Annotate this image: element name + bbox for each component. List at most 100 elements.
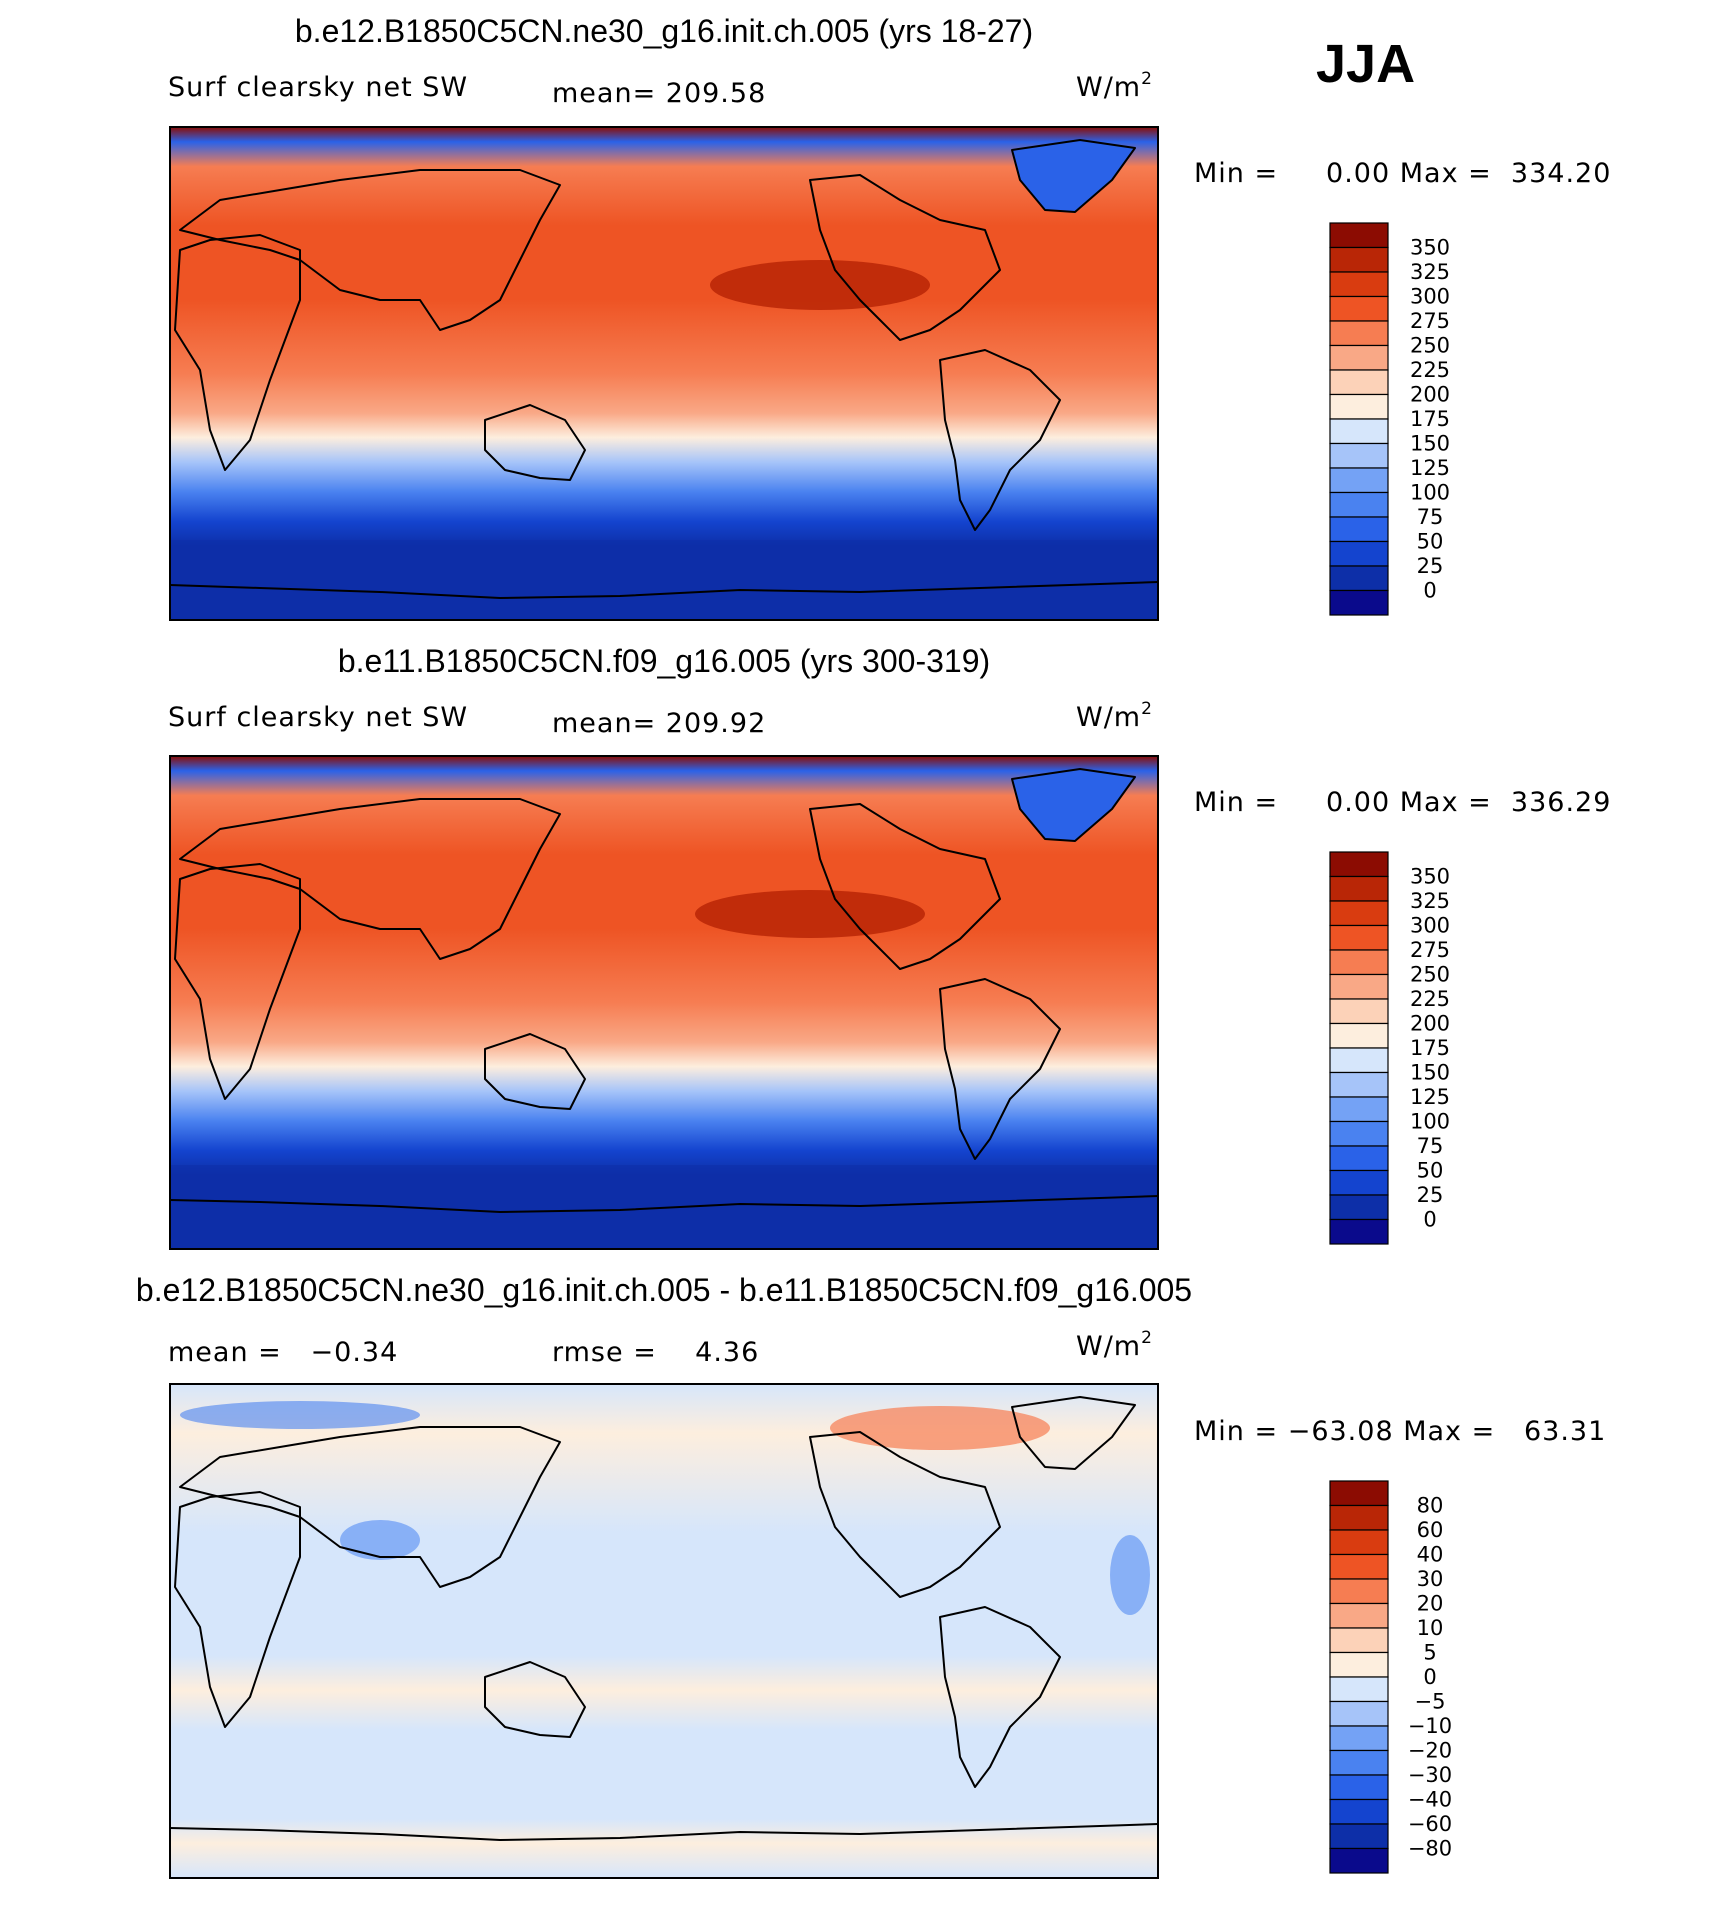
colorbar-box bbox=[1329, 1847, 1389, 1874]
colorbar-box bbox=[1329, 973, 1389, 1000]
colorbar-tick-label: −20 bbox=[1408, 1739, 1452, 1763]
colorbar-tick-label: 300 bbox=[1410, 285, 1450, 309]
panel-3-minmax: Min = −63.08 Max = 63.31 bbox=[1194, 1416, 1606, 1447]
colorbar-box bbox=[1329, 1823, 1389, 1850]
colorbar-tick-label: −10 bbox=[1408, 1714, 1452, 1738]
colorbar-tick-label: 275 bbox=[1410, 309, 1450, 333]
panel-1-max-region bbox=[710, 260, 930, 310]
colorbar-box bbox=[1329, 1145, 1389, 1172]
panel-1-antarctic bbox=[170, 540, 1158, 620]
colorbar-tick-label: 175 bbox=[1410, 1036, 1450, 1060]
colorbar-tick-label: −60 bbox=[1408, 1812, 1452, 1836]
panel-3: b.e12.B1850C5CN.ne30_g16.init.ch.005 - b… bbox=[136, 1272, 1606, 1879]
panel-2-units: W/m2 bbox=[1076, 699, 1153, 733]
colorbar-box bbox=[1329, 589, 1389, 616]
panel-3-field bbox=[170, 1384, 1158, 1878]
colorbar-tick-label: 175 bbox=[1410, 407, 1450, 431]
colorbar-tick-label: −30 bbox=[1408, 1763, 1452, 1787]
colorbar-box bbox=[1329, 900, 1389, 927]
colorbar-tick-label: −80 bbox=[1408, 1837, 1452, 1861]
colorbar-box bbox=[1329, 1071, 1389, 1098]
colorbar-box bbox=[1329, 467, 1389, 494]
colorbar-tick-label: 100 bbox=[1410, 481, 1450, 505]
colorbar-tick-label: 25 bbox=[1417, 1183, 1444, 1207]
colorbar-box bbox=[1329, 344, 1389, 371]
colorbar-box bbox=[1329, 271, 1389, 298]
colorbar-tick-label: 200 bbox=[1410, 1012, 1450, 1036]
colorbar-tick-label: 0 bbox=[1423, 1665, 1436, 1689]
panel-1-mean: mean= 209.58 bbox=[552, 78, 766, 109]
panel-3-mean: mean = −0.34 bbox=[168, 1337, 398, 1368]
colorbar-tick-label: 350 bbox=[1410, 865, 1450, 889]
panel-2-map bbox=[170, 756, 1158, 1249]
panel-2-title: b.e11.B1850C5CN.f09_g16.005 (yrs 300-319… bbox=[338, 643, 990, 679]
panel-2-frame bbox=[169, 755, 1159, 1250]
colorbar-tick-label: 275 bbox=[1410, 938, 1450, 962]
season-label: JJA bbox=[1316, 34, 1415, 94]
panel-2-coastlines bbox=[170, 768, 1158, 1213]
panel-3-map bbox=[170, 1384, 1158, 1878]
colorbar-box bbox=[1329, 1169, 1389, 1196]
panel-2: b.e11.B1850C5CN.f09_g16.005 (yrs 300-319… bbox=[168, 643, 1611, 1250]
panel-1-variable: Surf clearsky net SW bbox=[168, 72, 468, 103]
colorbar-tick-label: 200 bbox=[1410, 383, 1450, 407]
colorbar-tick-label: 75 bbox=[1417, 1134, 1444, 1158]
colorbar-tick-label: 80 bbox=[1417, 1494, 1444, 1518]
colorbar-tick-label: 225 bbox=[1410, 987, 1450, 1011]
colorbar-box bbox=[1329, 246, 1389, 273]
colorbar-box bbox=[1329, 1627, 1389, 1654]
colorbar-box bbox=[1329, 418, 1389, 445]
colorbar-box bbox=[1329, 1676, 1389, 1703]
colorbar-tick-label: 0 bbox=[1423, 1208, 1436, 1232]
panel-1-minmax: Min = 0.00 Max = 334.20 bbox=[1194, 158, 1611, 189]
panel-1-frame bbox=[169, 126, 1159, 621]
colorbar-box bbox=[1329, 851, 1389, 878]
colorbar-box bbox=[1329, 1218, 1389, 1245]
colorbar-box bbox=[1329, 1651, 1389, 1678]
colorbar-tick-label: 300 bbox=[1410, 914, 1450, 938]
colorbar-box bbox=[1329, 1602, 1389, 1629]
colorbar-tick-label: 75 bbox=[1417, 505, 1444, 529]
panel-2-greenland bbox=[1012, 769, 1135, 841]
colorbar-box bbox=[1329, 442, 1389, 469]
colorbar-tick-label: 0 bbox=[1423, 579, 1436, 603]
panel-3-units: W/m2 bbox=[1076, 1328, 1153, 1362]
panel-3-arctic-positive bbox=[830, 1406, 1050, 1450]
colorbar-box bbox=[1329, 1798, 1389, 1825]
panel-3-sahara-negative bbox=[1110, 1535, 1150, 1615]
colorbar-box bbox=[1329, 1120, 1389, 1147]
colorbar-tick-label: 50 bbox=[1417, 530, 1444, 554]
colorbar-box bbox=[1329, 565, 1389, 592]
colorbar-box bbox=[1329, 924, 1389, 951]
colorbar-tick-label: 225 bbox=[1410, 358, 1450, 382]
colorbar-box bbox=[1329, 1047, 1389, 1074]
panel-1-title: b.e12.B1850C5CN.ne30_g16.init.ch.005 (yr… bbox=[295, 13, 1033, 49]
panel-1-coastlines bbox=[170, 139, 1158, 599]
panel-2-mean: mean= 209.92 bbox=[552, 708, 766, 739]
panel-2-max-region bbox=[695, 890, 925, 938]
colorbar-box bbox=[1329, 491, 1389, 518]
colorbar-box bbox=[1329, 540, 1389, 567]
colorbar-tick-label: 150 bbox=[1410, 1061, 1450, 1085]
panel-2-minmax: Min = 0.00 Max = 336.29 bbox=[1194, 787, 1611, 818]
panel-2-variable: Surf clearsky net SW bbox=[168, 702, 468, 733]
colorbar-tick-label: 125 bbox=[1410, 456, 1450, 480]
panel-1-units: W/m2 bbox=[1076, 69, 1153, 103]
colorbar-tick-label: 250 bbox=[1410, 963, 1450, 987]
panel-1-map bbox=[170, 127, 1158, 620]
panel-3-frame bbox=[169, 1383, 1159, 1879]
panel-3-title: b.e12.B1850C5CN.ne30_g16.init.ch.005 - b… bbox=[136, 1272, 1192, 1308]
colorbar-tick-label: −40 bbox=[1408, 1788, 1452, 1812]
colorbar-box bbox=[1329, 1480, 1389, 1507]
colorbar-box bbox=[1329, 949, 1389, 976]
colorbar-box bbox=[1329, 1194, 1389, 1221]
panel-1-colorbar-boxes bbox=[1329, 222, 1389, 616]
colorbar-tick-label: 40 bbox=[1417, 1543, 1444, 1567]
colorbar-tick-label: 5 bbox=[1423, 1641, 1436, 1665]
